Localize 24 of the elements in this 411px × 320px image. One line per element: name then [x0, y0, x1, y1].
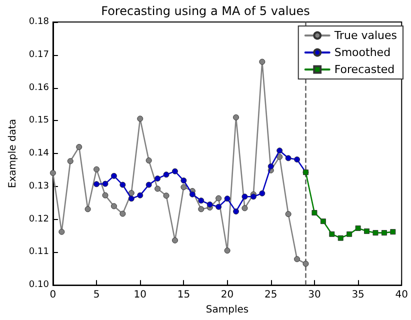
x-tick-label: 40 [395, 290, 408, 301]
y-tick-label: 0.12 [28, 214, 49, 224]
y-tick-label: 0.15 [28, 116, 49, 126]
x-tick-label: 30 [308, 290, 321, 301]
y-tick-label: 0.16 [28, 82, 50, 93]
legend-label: Smoothed [334, 46, 391, 59]
y-tick-label: 0.13 [28, 181, 49, 192]
x-tick-label: 0 [50, 290, 56, 301]
x-tick-label: 5 [93, 290, 100, 301]
legend-label: True values [333, 29, 398, 42]
y-tick-label: 0.18 [28, 17, 50, 27]
x-tick-label: 15 [177, 290, 190, 301]
chart-title: Forecasting using a MA of 5 values [101, 4, 310, 18]
y-axis-title: Example data [8, 119, 18, 188]
y-tick-label: 0.10 [28, 280, 50, 290]
legend-label: Forecasted [334, 63, 395, 76]
x-axis-title: Samples [206, 304, 249, 316]
y-tick-label: 0.11 [28, 247, 49, 258]
x-tick-label: 25 [264, 290, 278, 301]
x-tick-label: 10 [134, 290, 146, 301]
y-tick-label: 0.14 [28, 148, 50, 159]
x-tick-label: 35 [352, 290, 364, 301]
y-tick-label: 0.17 [28, 50, 49, 60]
x-tick-label: 20 [220, 290, 234, 301]
